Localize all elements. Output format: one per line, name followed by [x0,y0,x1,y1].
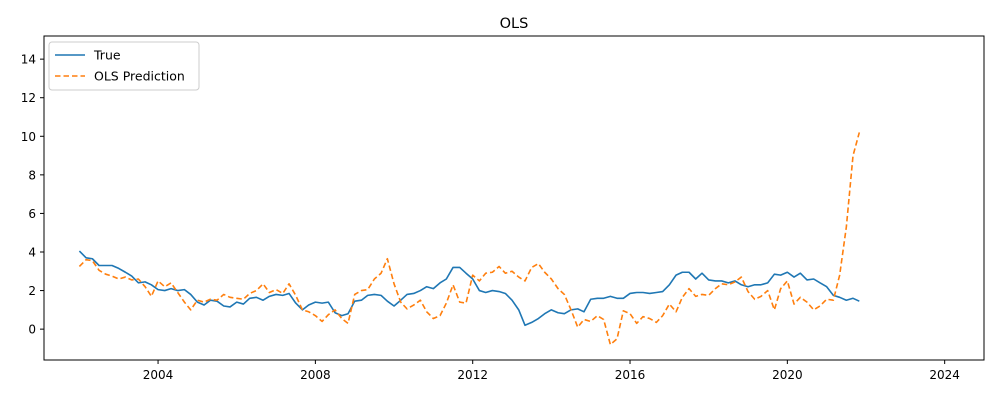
y-tick-label: 12 [21,91,36,105]
chart-title: OLS [500,16,529,32]
legend-box [48,41,200,91]
y-tick-label: 14 [21,53,36,67]
legend-label-prediction: OLS Prediction [94,69,185,84]
series-line-true [78,250,860,327]
x-tick-label: 2004 [143,368,174,382]
plot-area [78,132,861,346]
axes: 2004 2008 2012 2016 2020 2024 0 2 4 6 8 10 12 14 [21,53,960,382]
y-tick-label: 4 [28,246,36,260]
axes-frame [43,35,985,361]
y-tick-label: 0 [28,323,36,337]
x-tick-label: 2016 [615,368,646,382]
x-tick-label: 2024 [929,368,960,382]
x-tick-label: 2008 [300,368,331,382]
y-tick-label: 10 [21,130,36,144]
series-line-ols-prediction [78,132,861,346]
x-tick-label: 2020 [772,368,803,382]
legend-label-true: True [93,48,121,63]
y-tick-label: 8 [28,168,36,182]
legend: True OLS Prediction [48,41,200,91]
y-tick-label: 6 [28,207,36,221]
x-tick-label: 2012 [457,368,488,382]
y-tick-label: 2 [28,284,36,298]
